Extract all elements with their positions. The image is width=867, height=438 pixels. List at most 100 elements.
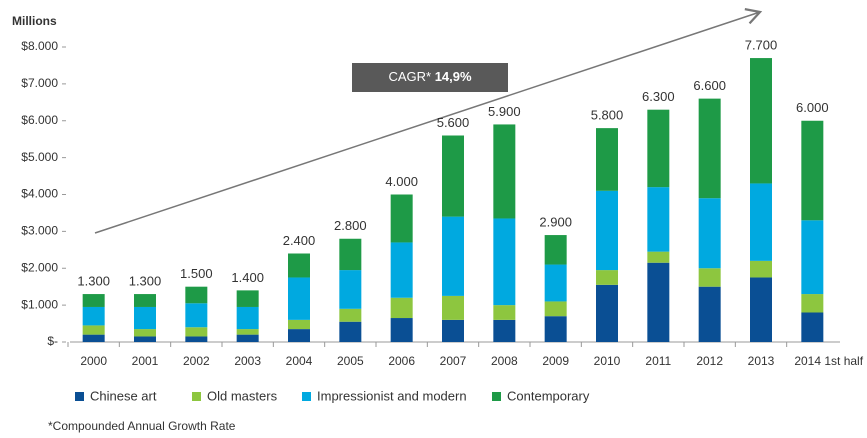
x-tick-label: 2010 xyxy=(594,354,621,368)
bar-segment xyxy=(698,268,721,287)
bar-segment xyxy=(442,216,464,296)
legend-swatch xyxy=(492,392,501,401)
total-label: 5.900 xyxy=(488,104,521,119)
bar-segment xyxy=(493,305,516,320)
bar-segment xyxy=(339,308,362,322)
legend-label: Contemporary xyxy=(507,388,590,403)
bar-segment xyxy=(647,109,670,188)
bar-segment xyxy=(493,124,516,219)
y-tick-label: $6.000 xyxy=(21,113,58,127)
x-tick-label: 2007 xyxy=(440,354,467,368)
bar-segment xyxy=(82,294,105,307)
bar-segment xyxy=(339,321,362,342)
total-label: 4.000 xyxy=(385,174,418,189)
bar-segment xyxy=(596,128,618,191)
bar-segment xyxy=(288,319,310,330)
bar-segment xyxy=(493,218,516,306)
x-tick-label: 2014 1st half xyxy=(794,354,863,368)
bar-segment xyxy=(185,336,208,342)
y-tick-label: $2.000 xyxy=(21,260,58,274)
total-label: 6.300 xyxy=(642,89,675,104)
bar-segment xyxy=(236,329,259,335)
legend-swatch xyxy=(75,392,84,401)
bar-segment xyxy=(750,183,772,261)
y-tick-label: $7.000 xyxy=(21,76,58,90)
x-tick-label: 2013 xyxy=(748,354,775,368)
x-tick-label: 2011 xyxy=(645,354,671,368)
legend-label: Impressionist and modern xyxy=(317,388,467,403)
bar-segment xyxy=(544,235,567,265)
bar-segment xyxy=(698,286,721,342)
bar-segment xyxy=(750,277,772,342)
y-tick-label: $8.000 xyxy=(21,39,58,53)
legend-label: Old masters xyxy=(207,388,278,403)
x-tick-label: 2012 xyxy=(696,354,723,368)
x-tick-label: 2009 xyxy=(542,354,569,368)
bar-segment xyxy=(82,306,105,326)
bar-segment xyxy=(236,306,259,330)
bar-segment xyxy=(82,334,105,342)
bar-segment xyxy=(647,251,670,263)
bar-segment xyxy=(185,303,208,328)
bar-segment xyxy=(442,135,464,217)
bar-segment xyxy=(801,312,824,342)
bar-segment xyxy=(134,336,156,342)
total-label: 1.300 xyxy=(77,274,110,289)
total-label: 5.800 xyxy=(591,108,624,123)
bar-segment xyxy=(544,264,567,302)
bar-segment xyxy=(134,329,156,337)
total-label: 5.600 xyxy=(437,115,470,130)
x-tick-label: 2008 xyxy=(491,354,518,368)
total-label: 6.600 xyxy=(693,78,726,93)
total-label: 7.700 xyxy=(745,38,778,53)
bar-segment xyxy=(390,194,413,243)
footnote: *Compounded Annual Growth Rate xyxy=(48,419,236,433)
bar-segment xyxy=(801,120,824,221)
total-label: 6.000 xyxy=(796,100,829,115)
bar-segment xyxy=(544,316,567,342)
bar-segment xyxy=(390,318,413,342)
y-axis-label: Millions xyxy=(12,14,57,28)
y-tick-label: $3.000 xyxy=(21,224,58,238)
bar-segment xyxy=(801,220,824,295)
bar-segment xyxy=(801,294,824,313)
x-tick-label: 2005 xyxy=(337,354,364,368)
total-label: 2.900 xyxy=(539,215,572,230)
legend-swatch xyxy=(302,392,311,401)
bar-segment xyxy=(596,270,618,285)
x-tick-label: 2000 xyxy=(80,354,107,368)
trend-arrow xyxy=(94,8,763,234)
bar-segment xyxy=(288,253,310,278)
x-tick-label: 2006 xyxy=(388,354,415,368)
bar-segment xyxy=(185,327,208,337)
bar-segment xyxy=(339,270,362,309)
bar-segment xyxy=(698,98,721,199)
bar-segment xyxy=(288,329,310,342)
bar-segment xyxy=(596,190,618,271)
bar-segment xyxy=(493,319,516,342)
y-tick-label: $5.000 xyxy=(21,150,58,164)
annotation-text: CAGR* xyxy=(388,69,431,84)
x-tick-label: 2001 xyxy=(132,354,159,368)
bar-segment xyxy=(750,58,772,184)
x-tick-label: 2002 xyxy=(183,354,210,368)
total-label: 1.500 xyxy=(180,266,213,281)
bar-segment xyxy=(339,238,362,271)
annotation-value: 14,9% xyxy=(435,69,472,84)
bar-segment xyxy=(647,262,670,342)
legend-label: Chinese art xyxy=(90,388,157,403)
bar-segment xyxy=(698,198,721,269)
bar-segment xyxy=(596,284,618,342)
total-label: 1.400 xyxy=(231,270,264,285)
y-tick-label: $- xyxy=(47,334,58,348)
bar-segment xyxy=(544,301,567,317)
bar-segment xyxy=(647,187,670,252)
bar-segment xyxy=(390,242,413,298)
bar-segment xyxy=(288,277,310,320)
bar-segment xyxy=(134,306,156,330)
annotation-box xyxy=(352,63,508,92)
bar-segment xyxy=(750,260,772,278)
bar-segment xyxy=(236,290,259,307)
bar-segment xyxy=(442,295,464,320)
